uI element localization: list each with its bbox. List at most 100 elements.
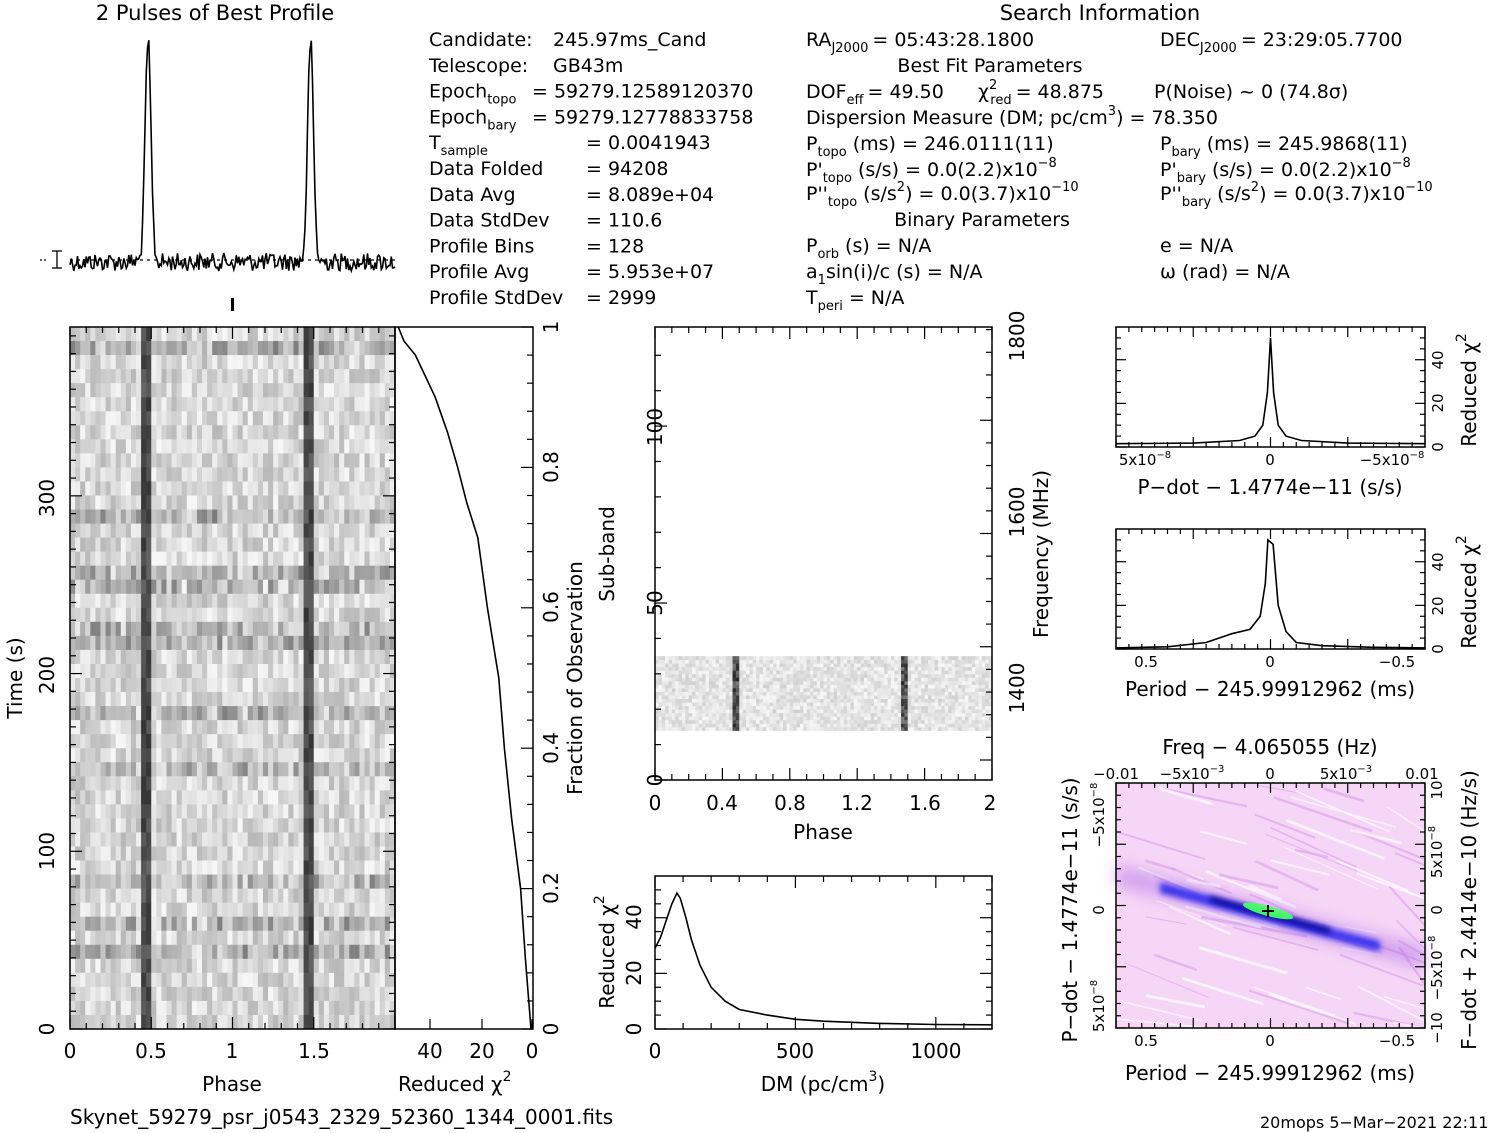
tp-cell xyxy=(115,944,122,960)
tp-cell xyxy=(298,874,305,890)
tp-cell xyxy=(207,1014,213,1030)
sb-cell xyxy=(934,705,939,710)
tp-cell xyxy=(252,888,259,904)
sb-cell xyxy=(678,677,683,682)
tp-cell xyxy=(196,986,203,1002)
sb-cell xyxy=(698,684,703,689)
tp-cell xyxy=(374,383,381,398)
tp-cell xyxy=(339,888,345,904)
tp-cell xyxy=(196,874,203,890)
sb-cell xyxy=(739,698,744,703)
tp-cell xyxy=(80,607,86,623)
sb-cell xyxy=(783,702,787,707)
tp-cell xyxy=(313,565,320,581)
sb-cell xyxy=(924,723,929,728)
sb-cell xyxy=(897,680,902,685)
sb-cell xyxy=(971,677,976,682)
sb-cell xyxy=(927,702,932,707)
sb-cell xyxy=(826,726,831,731)
tp-cell xyxy=(130,790,137,805)
sb-cell xyxy=(985,677,990,682)
tp-cell xyxy=(278,804,284,819)
sb-cell xyxy=(739,702,744,707)
sb-cell xyxy=(759,677,764,682)
tp-cell xyxy=(202,874,208,890)
sb-cell xyxy=(749,702,754,707)
tp-cell xyxy=(161,776,167,791)
tp-cell xyxy=(379,649,386,665)
sb-cell xyxy=(904,716,909,721)
tp-cell xyxy=(181,579,188,595)
tp-cell xyxy=(278,369,284,384)
sb-cell xyxy=(867,698,872,703)
tp-cell xyxy=(85,860,91,876)
sb-cell xyxy=(712,695,717,699)
tp-cell xyxy=(334,621,340,637)
sb-cell xyxy=(772,687,777,692)
sb-cell xyxy=(911,705,915,710)
tp-cell xyxy=(298,537,305,553)
tp-cell xyxy=(318,706,325,721)
tp-cell xyxy=(80,888,86,904)
tp-cell xyxy=(349,944,355,960)
tp-cell xyxy=(257,874,264,890)
tp-cell xyxy=(166,734,173,749)
tp-cell xyxy=(293,523,300,539)
tp-cell xyxy=(308,593,315,609)
tp-cell xyxy=(268,621,274,637)
tp-cell xyxy=(80,734,86,749)
tp-cell xyxy=(328,1014,335,1030)
tp-cell xyxy=(334,874,340,890)
tp-cell xyxy=(303,481,310,496)
tp-cell xyxy=(105,355,112,370)
tp-cell xyxy=(120,762,127,777)
tp-cell xyxy=(100,860,107,876)
tp-cell xyxy=(222,523,228,539)
tp-cell xyxy=(105,818,112,833)
tp-cell xyxy=(156,369,162,384)
tp-cell xyxy=(120,972,127,988)
tp-cell xyxy=(379,1000,386,1016)
tp-cell xyxy=(80,874,86,890)
sb-cell xyxy=(772,680,777,685)
sb-cell xyxy=(772,709,777,714)
sb-cell xyxy=(708,712,713,717)
tp-cell xyxy=(212,663,218,679)
sb-cell xyxy=(685,723,690,728)
sb-cell xyxy=(914,709,919,714)
tp-cell xyxy=(369,509,376,525)
sb-cell xyxy=(776,719,781,724)
sb-cell xyxy=(934,702,939,707)
tp-cell xyxy=(334,509,340,525)
sb-cell xyxy=(732,684,737,689)
tp-cell xyxy=(349,467,355,482)
tp-cell xyxy=(166,846,173,862)
tp-cell xyxy=(374,663,381,679)
tp-cell xyxy=(252,383,259,398)
sb-cell xyxy=(756,677,760,682)
sb-cell xyxy=(951,709,956,714)
tp-cell xyxy=(171,916,178,932)
sb-cell xyxy=(981,712,986,717)
tp-cell xyxy=(268,972,274,988)
sb-cell xyxy=(880,687,885,692)
sb-cell xyxy=(904,695,909,699)
sb-cell xyxy=(884,712,888,717)
tp-cell xyxy=(181,495,188,511)
tp-cell xyxy=(379,523,386,539)
tp-cell xyxy=(191,678,198,693)
sb-cell xyxy=(985,705,990,710)
sb-cell xyxy=(833,705,838,710)
tp-cell xyxy=(217,776,223,791)
tp-cell xyxy=(166,874,173,890)
tp-cell xyxy=(125,593,132,609)
tp-cell xyxy=(252,397,259,412)
tp-cell xyxy=(141,692,147,707)
sb-cell xyxy=(749,723,754,728)
tp-cell xyxy=(328,734,335,749)
sb-cell xyxy=(799,712,804,717)
tp-cell xyxy=(171,930,178,946)
tp-cell xyxy=(293,439,300,454)
tp-cell xyxy=(80,972,86,988)
sb-cell xyxy=(978,705,983,710)
